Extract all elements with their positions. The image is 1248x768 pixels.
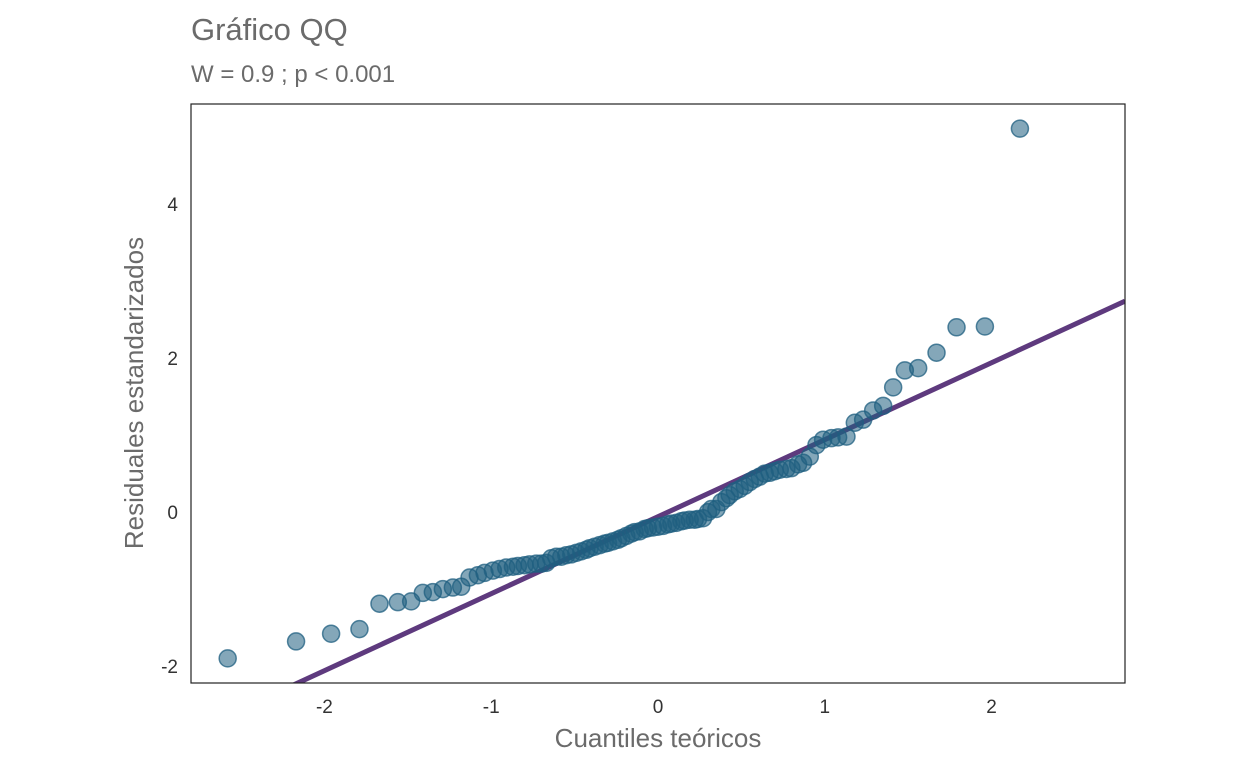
chart-title: Gráfico QQ bbox=[191, 12, 348, 47]
y-tick-label: 4 bbox=[167, 195, 178, 216]
data-point bbox=[975, 317, 995, 336]
x-tick-label: 2 bbox=[986, 697, 997, 718]
data-point bbox=[927, 343, 946, 362]
x-tick-label: 0 bbox=[653, 697, 664, 718]
plot-frame bbox=[190, 103, 1126, 684]
data-point bbox=[873, 396, 893, 416]
chart-subtitle: W = 0.9 ; p < 0.001 bbox=[191, 61, 395, 88]
x-axis: -2 -1 0 1 2 bbox=[316, 697, 997, 718]
y-axis-title: Residuales estandarizados bbox=[119, 237, 149, 549]
data-point bbox=[1010, 119, 1030, 138]
data-point bbox=[321, 624, 341, 643]
data-point bbox=[370, 594, 389, 613]
data-point bbox=[350, 619, 369, 639]
y-axis: -2 0 2 4 bbox=[161, 195, 178, 678]
reference-line bbox=[291, 298, 1125, 683]
x-tick-label: -2 bbox=[316, 697, 333, 718]
y-tick-label: 2 bbox=[167, 349, 178, 370]
x-tick-label: -1 bbox=[483, 697, 500, 718]
y-tick-label: -2 bbox=[161, 657, 178, 678]
data-point bbox=[837, 427, 856, 446]
data-points bbox=[218, 119, 1030, 668]
data-point bbox=[947, 318, 966, 337]
data-point bbox=[908, 358, 928, 378]
y-tick-label: 0 bbox=[167, 503, 178, 524]
data-point bbox=[883, 378, 903, 397]
x-axis-title: Cuantiles teóricos bbox=[555, 723, 762, 753]
data-point bbox=[218, 649, 237, 668]
data-point bbox=[286, 632, 306, 651]
x-tick-label: 1 bbox=[819, 697, 830, 718]
